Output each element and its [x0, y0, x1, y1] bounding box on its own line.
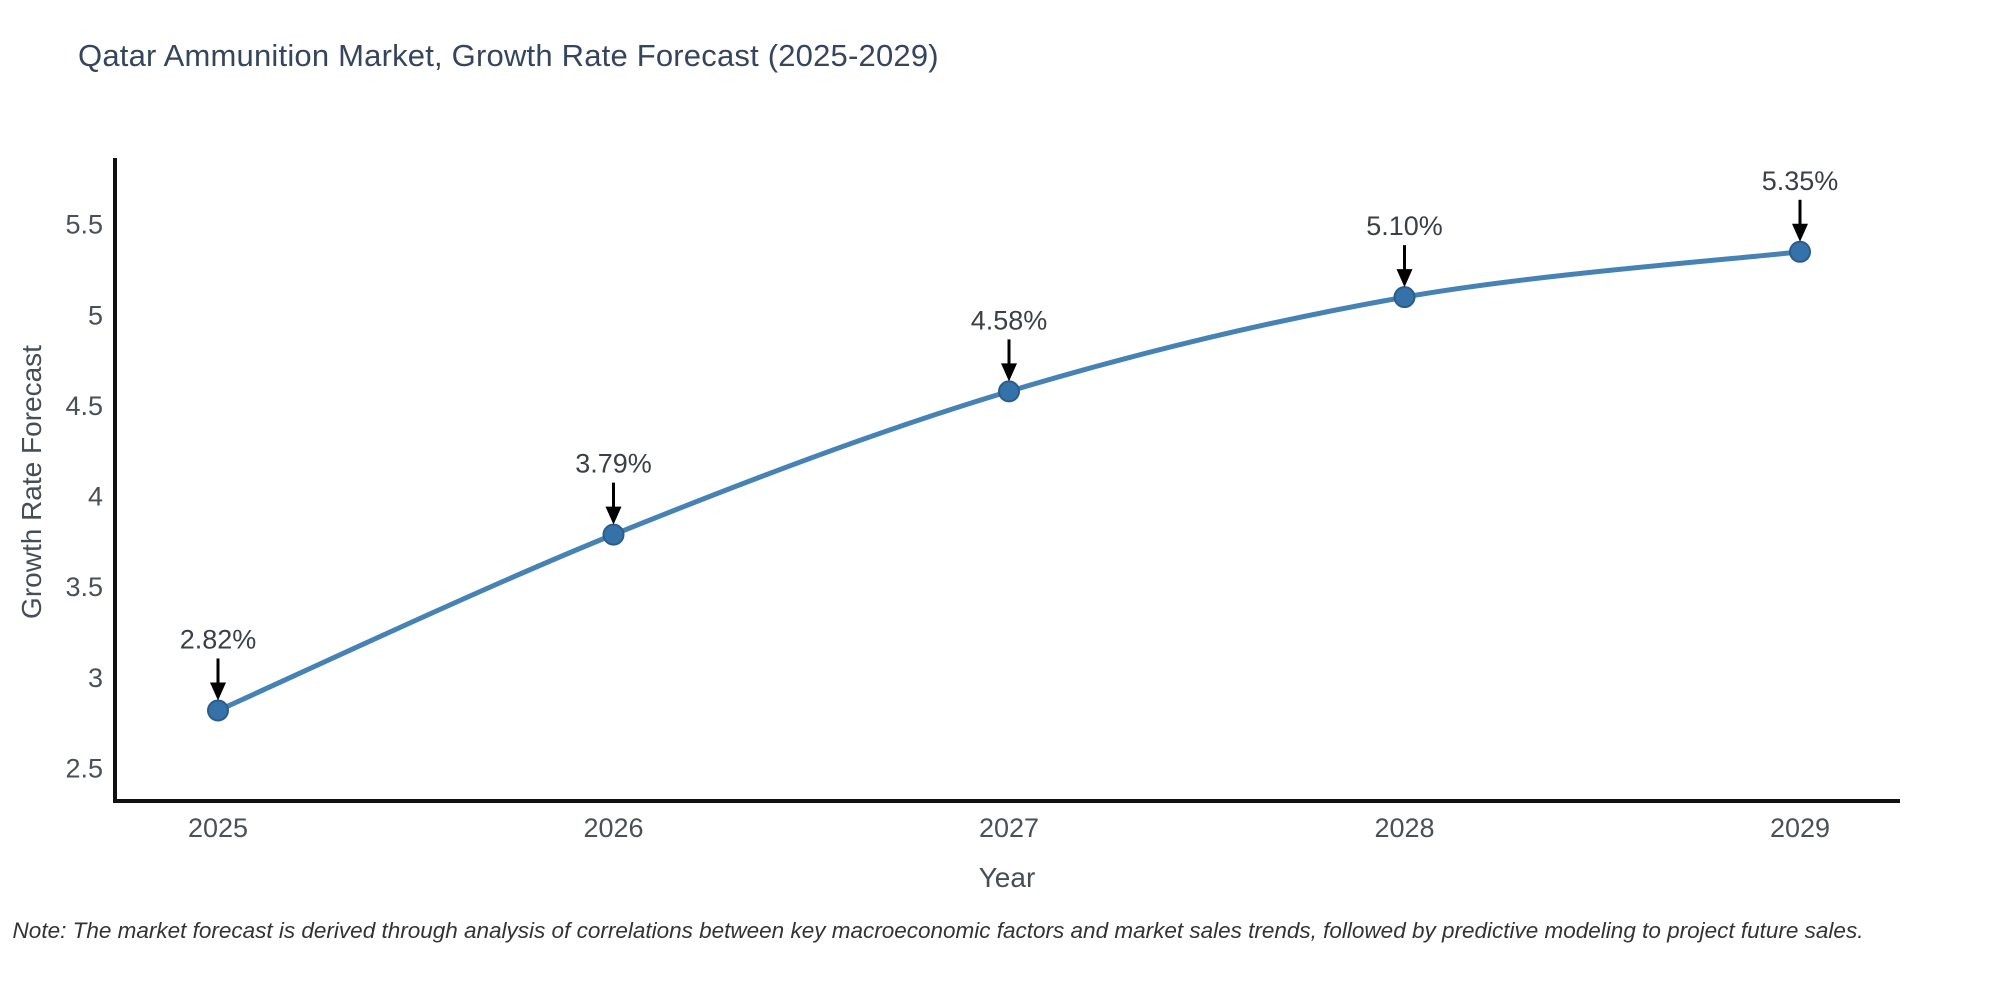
- y-tick-label: 4.5: [65, 391, 103, 421]
- y-tick-label: 2.5: [65, 754, 103, 784]
- x-tick-label: 2026: [583, 813, 643, 843]
- data-point-marker: [207, 699, 229, 722]
- y-tick-label: 3: [88, 663, 103, 693]
- y-tick-label: 4: [88, 482, 103, 512]
- annotation-arrow-head: [605, 506, 622, 525]
- data-point-marker: [1789, 240, 1811, 263]
- y-axis-title: Growth Rate Forecast: [16, 345, 47, 619]
- annotation-arrow-head: [1792, 223, 1808, 242]
- data-point-label: 5.35%: [1762, 166, 1839, 196]
- annotation-arrow-head: [1396, 269, 1413, 288]
- x-tick-label: 2025: [188, 813, 248, 843]
- x-tick-label: 2027: [979, 813, 1039, 843]
- annotation-arrow-head: [210, 682, 226, 701]
- annotation-arrow-head: [1001, 363, 1017, 382]
- data-point-label: 4.58%: [971, 305, 1048, 335]
- chart-title: Qatar Ammunition Market, Growth Rate For…: [78, 38, 939, 73]
- y-tick-label: 5: [88, 300, 103, 330]
- y-tick-label: 5.5: [65, 210, 103, 240]
- x-tick-label: 2028: [1374, 813, 1434, 843]
- x-axis-title: Year: [978, 862, 1036, 893]
- data-point-marker: [1393, 286, 1416, 309]
- data-point-marker: [602, 523, 625, 546]
- data-point-label: 3.79%: [575, 449, 652, 479]
- data-point-label: 5.10%: [1366, 211, 1443, 241]
- y-tick-label: 3.5: [65, 572, 103, 602]
- data-point-marker: [998, 380, 1020, 403]
- data-point-label: 2.82%: [180, 624, 257, 654]
- x-tick-label: 2029: [1770, 813, 1830, 843]
- chart-note: Note: The market forecast is derived thr…: [12, 918, 1864, 943]
